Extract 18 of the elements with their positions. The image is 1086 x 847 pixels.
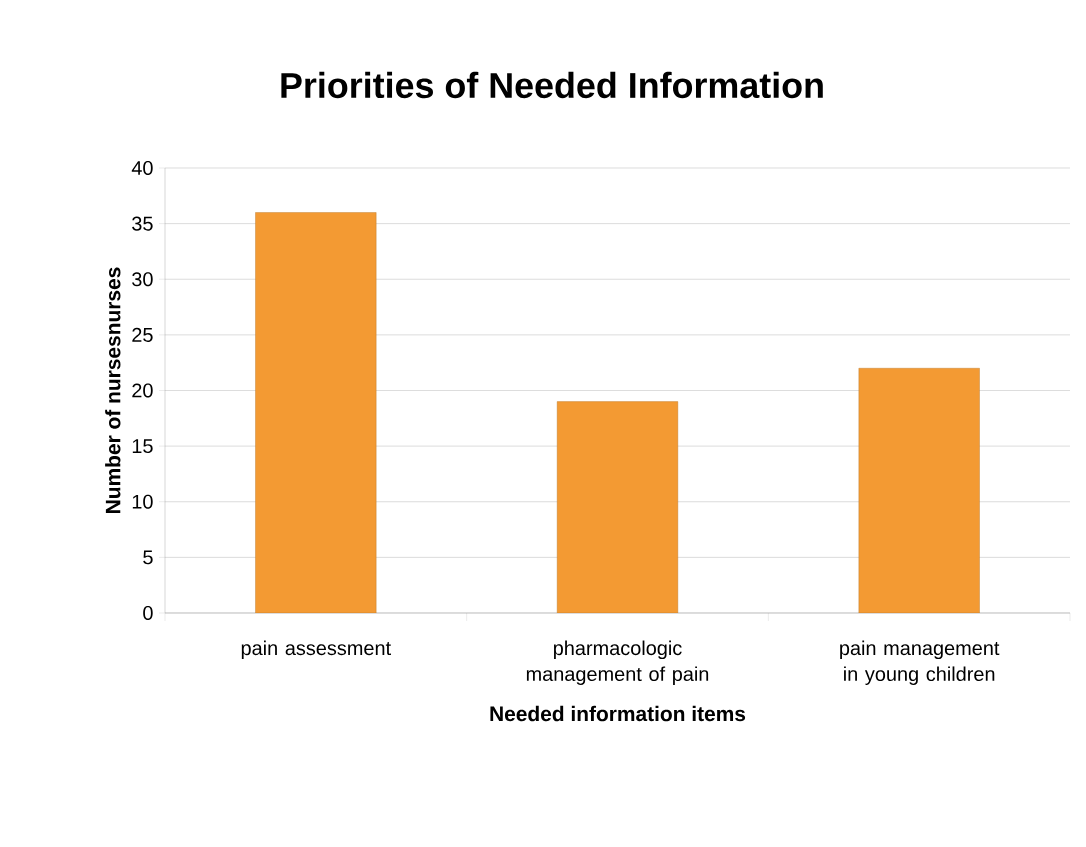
y-tick-label: 35 bbox=[132, 216, 153, 231]
y-tick-label: 20 bbox=[132, 383, 153, 398]
chart-title: Priorities of Needed Information bbox=[281, 71, 823, 99]
y-axis-title: Number of nursesnurses bbox=[105, 267, 121, 513]
x-tick-label: pharmacologic management of pain bbox=[526, 640, 709, 685]
y-tick-label: 0 bbox=[143, 605, 153, 621]
x-tick-label: pain management in young children bbox=[840, 640, 1000, 685]
bar bbox=[255, 212, 377, 613]
x-axis-title: Needed information items bbox=[490, 705, 746, 722]
y-tick-label: 5 bbox=[143, 550, 153, 565]
y-tick-label: 40 bbox=[131, 160, 153, 176]
bar bbox=[556, 401, 679, 613]
bar bbox=[858, 368, 980, 613]
x-tick-label: pain assessment bbox=[241, 640, 391, 660]
y-tick-label: 30 bbox=[132, 272, 153, 287]
y-tick-label: 15 bbox=[132, 439, 153, 454]
y-tick-label: 25 bbox=[132, 327, 153, 342]
y-tick-label: 10 bbox=[132, 494, 153, 509]
